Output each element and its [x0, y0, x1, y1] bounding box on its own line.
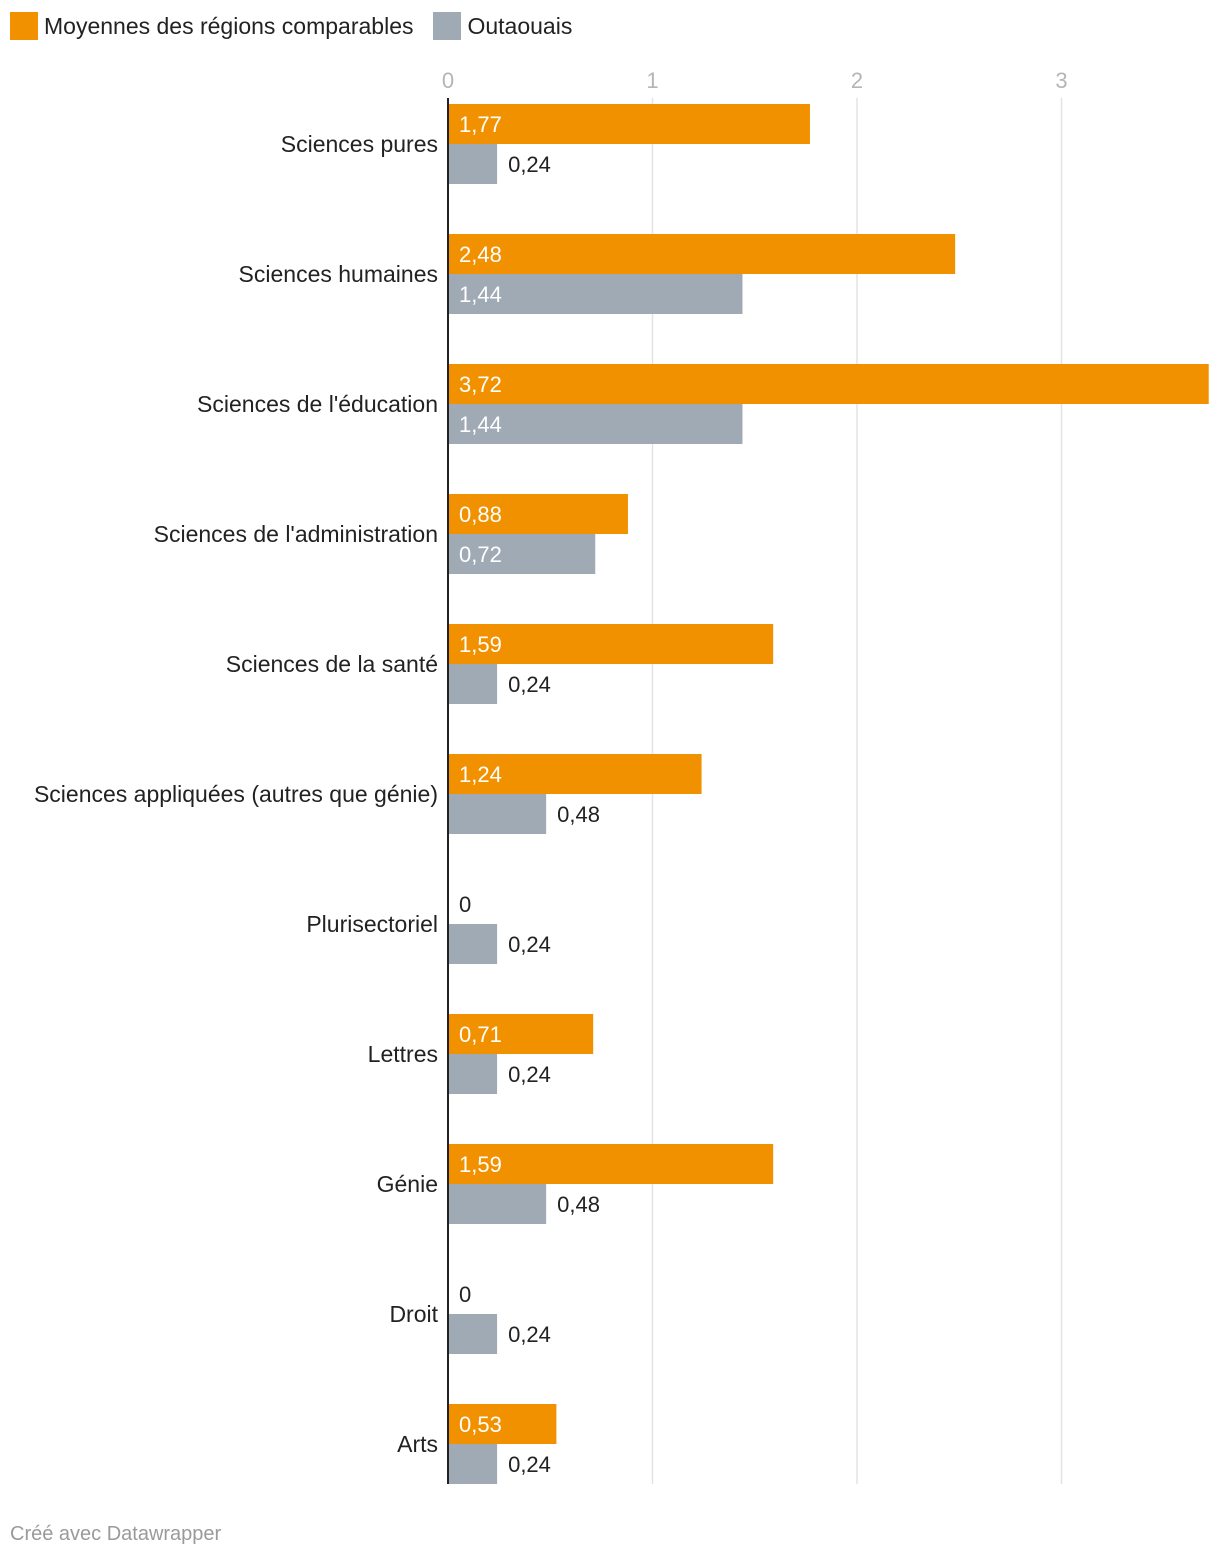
bar-outaouais [448, 1054, 498, 1094]
bar-regions [448, 754, 702, 794]
data-label-outaouais: 0,48 [557, 1192, 600, 1217]
category-label: Plurisectoriel [306, 911, 438, 937]
bar-outaouais [448, 144, 498, 184]
bar-regions [448, 494, 628, 534]
category-label: Génie [377, 1171, 438, 1197]
legend: Moyennes des régions comparables Outaoua… [10, 12, 592, 40]
bar-outaouais [448, 404, 743, 444]
data-label-outaouais: 0,24 [508, 1322, 551, 1347]
bar-regions [448, 1014, 594, 1054]
category-label: Sciences de l'éducation [197, 391, 438, 417]
bar-outaouais [448, 1314, 498, 1354]
data-label-regions: 0,88 [459, 502, 502, 527]
bar-regions [448, 364, 1209, 404]
data-label-outaouais: 0,24 [508, 672, 551, 697]
footer-credit: Créé avec Datawrapper [10, 1523, 222, 1545]
bar-outaouais [448, 1184, 547, 1224]
bar-outaouais [448, 534, 596, 574]
data-label-regions: 1,24 [459, 762, 502, 787]
bar-regions [448, 624, 774, 664]
data-label-regions: 0 [459, 892, 471, 917]
data-label-outaouais: 0,24 [508, 152, 551, 177]
category-label: Arts [397, 1431, 438, 1457]
bar-regions [448, 104, 810, 144]
x-tick-label: 2 [851, 68, 863, 93]
data-label-regions: 1,77 [459, 112, 502, 137]
data-label-regions: 2,48 [459, 242, 502, 267]
data-label-regions: 1,59 [459, 632, 502, 657]
legend-label-outaouais: Outaouais [467, 12, 573, 39]
legend-item-regions: Moyennes des régions comparables [10, 12, 413, 40]
data-label-outaouais: 0,48 [557, 802, 600, 827]
data-label-outaouais: 1,44 [459, 412, 502, 437]
x-tick-label: 1 [646, 68, 658, 93]
legend-item-outaouais: Outaouais [433, 12, 572, 40]
category-label: Sciences de l'administration [154, 521, 438, 547]
data-label-regions: 0,71 [459, 1022, 502, 1047]
legend-swatch-regions [10, 12, 38, 40]
category-label: Droit [389, 1301, 438, 1327]
x-tick-label: 3 [1055, 68, 1067, 93]
legend-swatch-outaouais [433, 12, 462, 40]
x-tick-label: 0 [442, 68, 454, 93]
data-label-outaouais: 0,24 [508, 932, 551, 957]
bar-outaouais [448, 1444, 498, 1484]
data-label-regions: 0 [459, 1282, 471, 1307]
bar-regions [448, 234, 956, 274]
bar-outaouais [448, 274, 743, 314]
bar-regions [448, 1404, 557, 1444]
category-label: Lettres [368, 1041, 438, 1067]
category-label: Sciences humaines [239, 261, 438, 287]
data-label-regions: 1,59 [459, 1152, 502, 1177]
data-label-outaouais: 0,72 [459, 542, 502, 567]
category-label: Sciences appliquées (autres que génie) [34, 781, 438, 807]
bar-outaouais [448, 794, 547, 834]
data-label-regions: 0,53 [459, 1412, 502, 1437]
bar-outaouais [448, 924, 498, 964]
category-label: Sciences de la santé [226, 651, 438, 677]
legend-label-regions: Moyennes des régions comparables [44, 12, 414, 39]
category-label: Sciences pures [281, 131, 438, 157]
data-label-outaouais: 1,44 [459, 282, 502, 307]
bar-outaouais [448, 664, 498, 704]
data-label-regions: 3,72 [459, 372, 502, 397]
data-label-outaouais: 0,24 [508, 1452, 551, 1477]
bar-regions [448, 1144, 774, 1184]
data-label-outaouais: 0,24 [508, 1062, 551, 1087]
